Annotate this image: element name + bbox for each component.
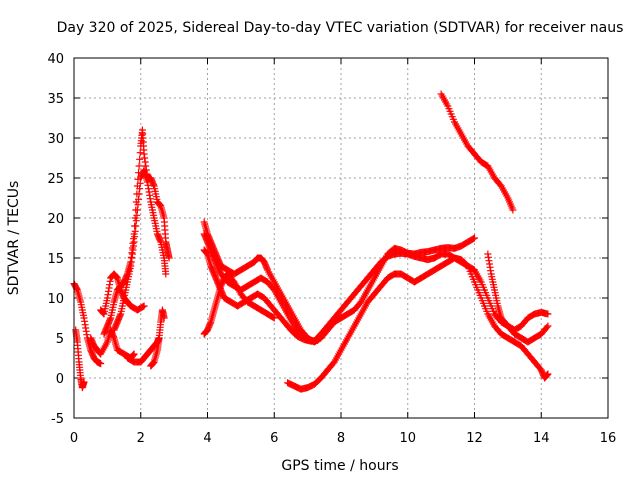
series-arc-i bbox=[200, 218, 478, 346]
y-tick-label: -5 bbox=[51, 412, 64, 427]
x-tick-label: 2 bbox=[137, 431, 145, 446]
data-point bbox=[544, 310, 552, 318]
x-tick-label: 14 bbox=[533, 431, 550, 446]
x-axis-label: GPS time / hours bbox=[281, 458, 398, 474]
data-point bbox=[543, 323, 551, 331]
data-point bbox=[544, 322, 552, 330]
series-arc-n bbox=[437, 90, 517, 214]
data-point bbox=[130, 350, 138, 358]
data-point bbox=[544, 370, 552, 378]
series-arc-f bbox=[110, 166, 170, 334]
series-arc-o bbox=[484, 250, 552, 346]
y-axis-label: SDTVAR / TECUs bbox=[6, 181, 22, 296]
data-point bbox=[136, 149, 144, 157]
series-arc-b bbox=[72, 326, 88, 392]
y-tick-label: 40 bbox=[47, 52, 64, 67]
data-point bbox=[140, 302, 148, 310]
x-tick-label: 8 bbox=[337, 431, 345, 446]
x-tick-label: 6 bbox=[270, 431, 278, 446]
chart-title: Day 320 of 2025, Sidereal Day-to-day VTE… bbox=[57, 20, 624, 36]
data-point bbox=[469, 235, 477, 243]
x-tick-label: 12 bbox=[466, 431, 483, 446]
x-tick-label: 16 bbox=[600, 431, 617, 446]
x-tick-label: 10 bbox=[399, 431, 416, 446]
data-point bbox=[80, 378, 88, 386]
data-point bbox=[162, 270, 170, 278]
data-point bbox=[139, 303, 147, 311]
x-tick-label: 0 bbox=[70, 431, 78, 446]
data-points bbox=[70, 90, 552, 393]
data-point bbox=[270, 314, 278, 322]
y-tick-label: 15 bbox=[47, 252, 64, 267]
y-tick-label: 10 bbox=[47, 292, 64, 307]
data-point bbox=[160, 314, 168, 322]
axis-ticks: 0 2 4 6 8 10 12 14 16 -5 0 5 10 15 20 25 30 35 40 bbox=[47, 52, 616, 446]
series-arc-l bbox=[200, 270, 278, 338]
y-tick-label: 25 bbox=[47, 172, 64, 187]
y-tick-label: 35 bbox=[47, 92, 64, 107]
data-point bbox=[135, 162, 143, 170]
data-point bbox=[509, 206, 517, 214]
y-tick-label: 30 bbox=[47, 132, 64, 147]
series-arc-m bbox=[284, 254, 552, 393]
data-point bbox=[269, 313, 277, 321]
x-tick-label: 4 bbox=[203, 431, 211, 446]
y-tick-label: 5 bbox=[56, 332, 64, 347]
data-point bbox=[136, 155, 144, 163]
data-point bbox=[463, 261, 471, 269]
y-tick-label: 20 bbox=[47, 212, 64, 227]
y-tick-label: 0 bbox=[56, 372, 64, 387]
data-point bbox=[471, 234, 478, 242]
data-point bbox=[97, 360, 105, 368]
series-arc-g bbox=[123, 334, 163, 366]
plot-frame bbox=[73, 57, 609, 419]
series-arc-h bbox=[147, 306, 168, 370]
data-point bbox=[314, 336, 322, 344]
